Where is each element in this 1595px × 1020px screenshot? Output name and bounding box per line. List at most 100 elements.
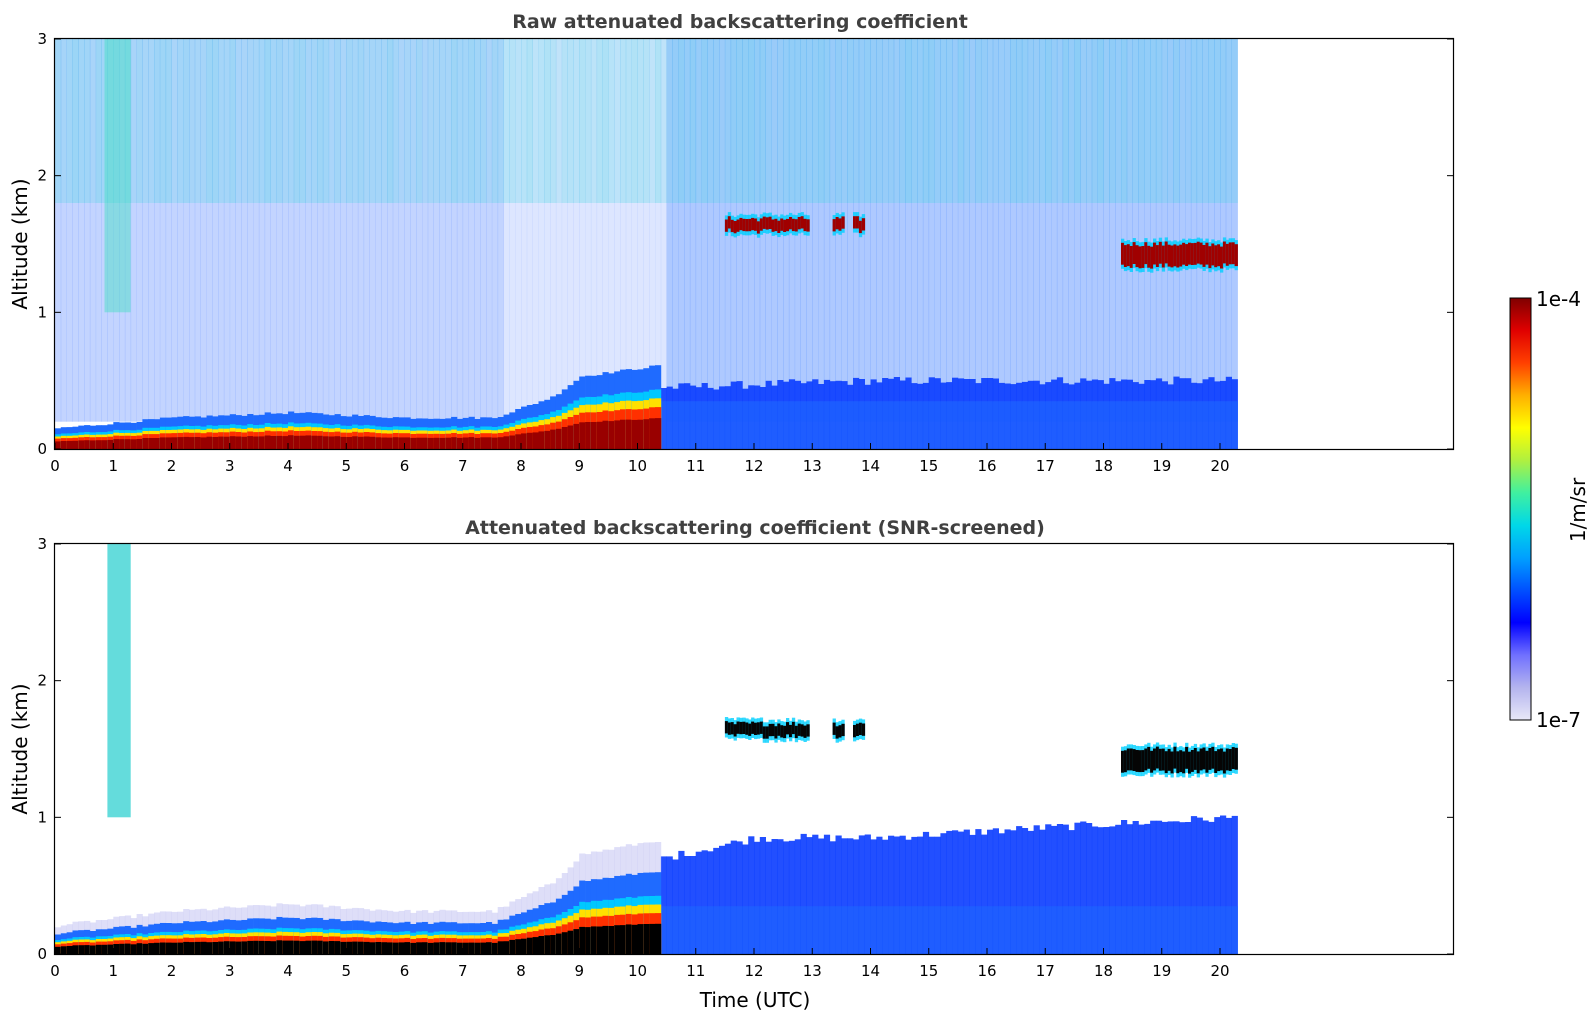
boundary-layer-core [800, 906, 807, 954]
boundary-layer-cell [777, 839, 784, 954]
noise-cell [427, 39, 434, 422]
boundary-layer-cell [1004, 829, 1011, 954]
surface-layer-cell [555, 933, 563, 954]
boundary-layer-core [695, 906, 702, 954]
noise-cell [701, 39, 708, 422]
surface-layer-halo [177, 911, 184, 924]
surface-layer-halo [305, 904, 312, 918]
boundary-layer-cell [864, 834, 871, 954]
surface-layer-cell [608, 421, 615, 449]
cloud-cell [1182, 242, 1186, 265]
surface-layer-cell [526, 432, 533, 449]
noise-cell [200, 39, 207, 422]
boundary-layer-core [742, 906, 749, 954]
noise-cell [404, 39, 411, 422]
colorbar-gradient [1509, 297, 1532, 721]
boundary-layer-core [987, 401, 994, 449]
noise-cell [515, 39, 522, 422]
boundary-layer-cell [998, 833, 1005, 954]
cloud-cell [791, 721, 796, 735]
cloud-cell [751, 217, 755, 231]
noise-cell-upper [567, 39, 574, 203]
noise-cell [608, 39, 615, 422]
boundary-layer-core [765, 401, 772, 449]
noise-cell [695, 39, 702, 422]
noise-cell [928, 39, 935, 422]
surface-layer-cell [474, 942, 481, 954]
noise-cell [1138, 39, 1145, 422]
noise-cell [462, 39, 469, 422]
noise-cell [643, 39, 650, 422]
boundary-layer-core [689, 401, 697, 449]
noise-cell [288, 39, 295, 422]
cloud-cell [858, 220, 863, 234]
boundary-layer-core [853, 906, 860, 954]
boundary-layer-core [1091, 401, 1099, 449]
noise-cell-upper [602, 39, 609, 203]
surface-layer-cell [276, 940, 283, 954]
noise-cell-upper [223, 39, 231, 203]
noise-cell [422, 39, 429, 422]
surface-layer-halo [282, 904, 289, 918]
boundary-layer-cell [1121, 820, 1128, 954]
surface-layer-halo [95, 920, 102, 930]
boundary-layer-core [707, 906, 714, 954]
colorbar-min-label: 1e-7 [1536, 708, 1581, 732]
cloud-cell [797, 723, 801, 736]
boundary-layer-core [783, 906, 790, 954]
noise-cell-upper [864, 39, 871, 203]
noise-cell [602, 39, 609, 422]
surface-layer-cell [119, 943, 126, 954]
surface-layer-halo [381, 910, 388, 922]
surface-layer-halo [631, 845, 638, 875]
surface-layer-cell [422, 437, 429, 449]
boundary-layer-cell [759, 837, 766, 954]
noise-cell-upper [678, 39, 685, 203]
surface-layer-cell [200, 437, 207, 449]
cloud-cell [1205, 750, 1209, 773]
noise-cell [847, 39, 854, 422]
noise-cell-upper [695, 39, 702, 203]
boundary-layer-core [858, 906, 865, 954]
boundary-layer-core [1126, 906, 1133, 954]
noise-cell [177, 39, 184, 422]
surface-layer-cell [381, 437, 388, 449]
surface-layer-cell [55, 946, 62, 954]
noise-cell-upper [200, 39, 207, 203]
boundary-layer-core [1016, 906, 1023, 954]
noise-cell [142, 39, 149, 422]
surface-layer-halo [573, 861, 580, 887]
noise-cell [55, 39, 62, 422]
noise-cell-upper [486, 39, 493, 203]
noise-cell-upper [439, 39, 446, 203]
noise-cell-upper [165, 39, 172, 203]
surface-layer-halo [515, 899, 522, 914]
boundary-layer-core [1051, 906, 1058, 954]
surface-layer-cell [136, 943, 143, 954]
noise-cell-upper [538, 39, 545, 203]
surface-layer-halo [427, 912, 434, 924]
y-tick-label: 2 [37, 672, 47, 690]
cloud-cell [853, 725, 857, 738]
noise-cell-upper [911, 39, 918, 203]
surface-layer-cell [573, 929, 580, 954]
surface-layer-cell [60, 441, 67, 449]
boundary-layer-core [893, 401, 900, 449]
boundary-layer-core [812, 906, 819, 954]
surface-layer-halo [171, 911, 178, 924]
x-tick-label: 1 [108, 962, 118, 980]
noise-cell [818, 39, 825, 422]
x-tick-label: 3 [225, 962, 235, 980]
surface-layer-cell [270, 436, 277, 449]
boundary-layer-core [1179, 401, 1186, 449]
noise-cell-upper [1208, 39, 1215, 203]
surface-layer-cell [468, 437, 475, 449]
boundary-layer-core [1109, 401, 1116, 449]
surface-layer-cell [655, 418, 662, 449]
cloud-cell [768, 723, 772, 737]
surface-layer-cell [194, 437, 201, 449]
noise-cell [223, 39, 231, 422]
heatmap-raw [55, 39, 1238, 449]
surface-layer-cell [159, 437, 167, 449]
surface-layer-cell [346, 437, 353, 449]
